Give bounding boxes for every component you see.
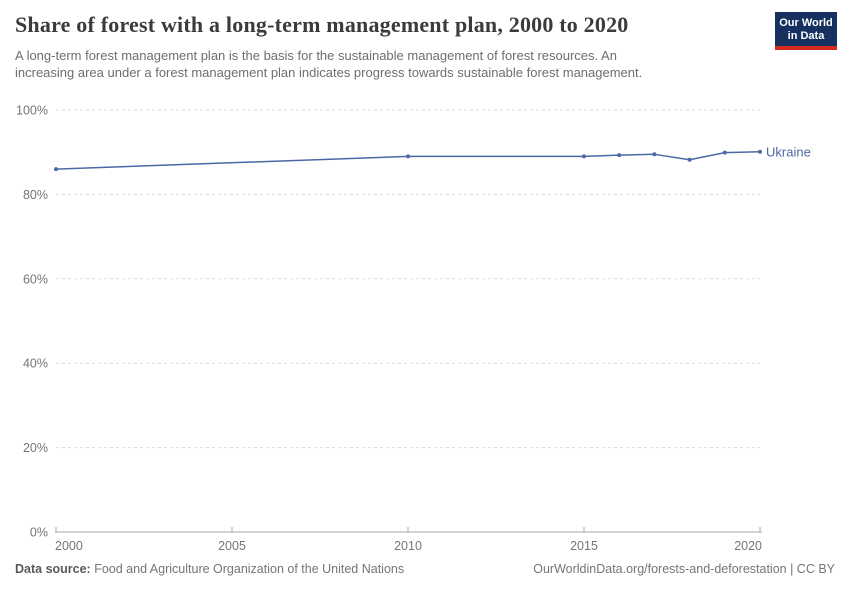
x-tick-label-2010: 2010: [394, 539, 422, 553]
data-point-ukraine-2015[interactable]: [582, 154, 586, 159]
data-point-ukraine-2016[interactable]: [617, 153, 622, 158]
y-tick-label-100: 100%: [16, 104, 48, 118]
owid-logo-line1: Our World: [779, 17, 833, 29]
x-tick-label-2000: 2000: [55, 539, 83, 553]
chart-header: Share of forest with a long-term managem…: [15, 12, 765, 81]
data-point-ukraine-2018[interactable]: [687, 157, 692, 162]
x-tick-label-2015: 2015: [570, 539, 598, 553]
data-point-ukraine-2020[interactable]: [758, 149, 762, 154]
chart-subtitle-line1: A long-term forest management plan is th…: [15, 48, 617, 64]
data-point-ukraine-2010[interactable]: [406, 154, 410, 159]
owid-logo-line2: in Data: [787, 29, 825, 42]
y-tick-label-80: 80%: [23, 188, 48, 202]
y-tick-label-40: 40%: [23, 357, 48, 371]
data-source-label: Data source:: [15, 562, 91, 576]
y-tick-label-0: 0%: [30, 526, 48, 540]
y-tick-label-20: 20%: [23, 441, 48, 455]
data-source-note: Data source: Food and Agriculture Organi…: [15, 562, 404, 576]
series-label-ukraine[interactable]: Ukraine: [766, 144, 811, 159]
owid-cc-link[interactable]: OurWorldinData.org/forests-and-deforesta…: [533, 562, 835, 576]
chart-subtitle-line2: increasing area under a forest managemen…: [15, 65, 643, 81]
series-line-ukraine[interactable]: [55, 151, 761, 170]
x-tick-label-2020: 2020: [734, 539, 762, 553]
x-tick-label-2005: 2005: [218, 539, 246, 553]
chart-title: Share of forest with a long-term managem…: [15, 12, 629, 37]
owid-logo[interactable]: Our World in Data: [775, 12, 837, 50]
data-point-ukraine-2019[interactable]: [722, 150, 727, 155]
chart-subtitle: A long-term forest management plan is th…: [15, 47, 765, 81]
y-tick-label-60: 60%: [23, 272, 48, 286]
chart-footer: Data source: Food and Agriculture Organi…: [15, 562, 835, 576]
data-point-ukraine-2017[interactable]: [652, 152, 657, 157]
data-source-text: Food and Agriculture Organization of the…: [90, 562, 405, 576]
data-point-ukraine-2000[interactable]: [54, 167, 58, 172]
